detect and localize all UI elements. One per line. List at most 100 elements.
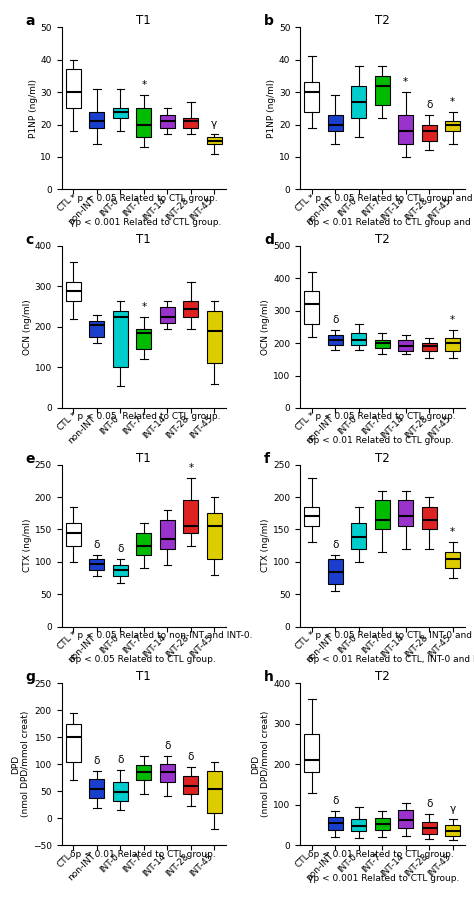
PathPatch shape <box>304 82 319 111</box>
Text: γp < 0.001 Related to CTL group.: γp < 0.001 Related to CTL group. <box>70 218 221 227</box>
Text: δ: δ <box>164 742 171 752</box>
PathPatch shape <box>207 138 222 144</box>
Text: δ: δ <box>94 540 100 550</box>
PathPatch shape <box>445 121 460 131</box>
PathPatch shape <box>183 500 199 533</box>
PathPatch shape <box>328 817 343 830</box>
PathPatch shape <box>160 115 175 128</box>
PathPatch shape <box>136 533 152 556</box>
PathPatch shape <box>351 86 366 118</box>
Text: δ: δ <box>332 315 338 325</box>
Text: * p < 0.05 Related to CTL group.: * p < 0.05 Related to CTL group. <box>308 413 456 422</box>
Text: *: * <box>450 315 456 325</box>
PathPatch shape <box>422 822 437 834</box>
Text: f: f <box>264 452 270 466</box>
Y-axis label: OCN (ng/ml): OCN (ng/ml) <box>23 299 32 354</box>
Text: δ: δ <box>117 544 124 554</box>
Text: g: g <box>26 670 36 684</box>
PathPatch shape <box>66 282 81 301</box>
PathPatch shape <box>207 311 222 363</box>
PathPatch shape <box>136 108 152 138</box>
Y-axis label: CTX (ng/ml): CTX (ng/ml) <box>261 519 270 572</box>
Text: *: * <box>450 97 456 107</box>
Text: δ: δ <box>117 755 124 764</box>
Y-axis label: OCN (ng/ml): OCN (ng/ml) <box>261 299 270 354</box>
PathPatch shape <box>374 500 390 529</box>
PathPatch shape <box>66 723 81 762</box>
Text: δ: δ <box>426 799 432 809</box>
PathPatch shape <box>89 321 104 337</box>
PathPatch shape <box>183 776 199 793</box>
Text: d: d <box>264 233 274 247</box>
Y-axis label: DPD
(nmol DPD/mmol creat): DPD (nmol DPD/mmol creat) <box>251 711 270 817</box>
PathPatch shape <box>374 76 390 105</box>
Title: T1: T1 <box>137 670 151 683</box>
PathPatch shape <box>328 558 343 585</box>
Text: δ: δ <box>188 752 194 763</box>
Text: *: * <box>403 77 408 87</box>
PathPatch shape <box>445 338 460 352</box>
PathPatch shape <box>207 771 222 813</box>
Text: b: b <box>264 15 274 28</box>
Text: γp < 0.001 Related to CTL group.: γp < 0.001 Related to CTL group. <box>308 874 460 883</box>
PathPatch shape <box>136 329 152 349</box>
Title: T2: T2 <box>375 15 390 27</box>
Text: δ: δ <box>332 796 338 806</box>
Title: T2: T2 <box>375 670 390 683</box>
Text: * p < 0.05 Related to non-INT and INT-0.: * p < 0.05 Related to non-INT and INT-0. <box>70 631 252 640</box>
Title: T2: T2 <box>375 233 390 246</box>
Text: δp < 0.01 Related to CTL group.: δp < 0.01 Related to CTL group. <box>308 436 454 445</box>
PathPatch shape <box>136 765 152 781</box>
Text: γ: γ <box>450 804 456 814</box>
PathPatch shape <box>113 782 128 801</box>
PathPatch shape <box>160 764 175 782</box>
PathPatch shape <box>66 69 81 108</box>
PathPatch shape <box>374 340 390 348</box>
PathPatch shape <box>89 111 104 128</box>
Text: * p < 0.05  Related to CTL group.: * p < 0.05 Related to CTL group. <box>70 413 220 422</box>
PathPatch shape <box>445 552 460 568</box>
Text: δp < 0.05 Related to CTL group.: δp < 0.05 Related to CTL group. <box>70 655 216 664</box>
PathPatch shape <box>351 333 366 344</box>
Text: a: a <box>26 15 35 28</box>
PathPatch shape <box>422 507 437 529</box>
Title: T1: T1 <box>137 15 151 27</box>
PathPatch shape <box>398 500 413 527</box>
Text: * p < 0.05 Related to CTL group and INT-7.: * p < 0.05 Related to CTL group and INT-… <box>308 194 474 203</box>
Text: h: h <box>264 670 274 684</box>
PathPatch shape <box>183 301 199 317</box>
Text: δp < 0.01 Related to CTL group.: δp < 0.01 Related to CTL group. <box>308 850 454 859</box>
Y-axis label: DPD
(nmol DPD/mmol creat): DPD (nmol DPD/mmol creat) <box>11 711 30 817</box>
PathPatch shape <box>183 118 199 128</box>
PathPatch shape <box>304 292 319 323</box>
PathPatch shape <box>89 558 104 569</box>
PathPatch shape <box>89 779 104 798</box>
PathPatch shape <box>113 565 128 576</box>
Text: δp < 0.01 Related to CTL group.: δp < 0.01 Related to CTL group. <box>70 850 216 859</box>
Title: T1: T1 <box>137 233 151 246</box>
PathPatch shape <box>398 810 413 828</box>
Text: δ: δ <box>94 756 100 766</box>
Text: δp < 0.01 Related to CTL, INT-0 and INT-14.: δp < 0.01 Related to CTL, INT-0 and INT-… <box>308 655 474 664</box>
Text: c: c <box>26 233 34 247</box>
PathPatch shape <box>374 818 390 830</box>
PathPatch shape <box>113 311 128 367</box>
PathPatch shape <box>328 335 343 344</box>
PathPatch shape <box>304 507 319 527</box>
Y-axis label: P1NP (ng/ml): P1NP (ng/ml) <box>267 79 276 138</box>
PathPatch shape <box>66 523 81 546</box>
Text: γ: γ <box>211 119 218 129</box>
Title: T1: T1 <box>137 452 151 465</box>
PathPatch shape <box>422 125 437 140</box>
Text: *: * <box>141 302 146 312</box>
PathPatch shape <box>398 340 413 352</box>
PathPatch shape <box>160 307 175 322</box>
Text: * p < 0.05 Related to CTL, INT-0 and INT-14.: * p < 0.05 Related to CTL, INT-0 and INT… <box>308 631 474 640</box>
Text: *: * <box>188 463 193 473</box>
PathPatch shape <box>160 519 175 548</box>
Text: δ: δ <box>426 100 432 110</box>
Text: e: e <box>26 452 35 466</box>
Text: *: * <box>450 527 456 537</box>
Text: δp < 0.01 Related to CTL group and INT-7.: δp < 0.01 Related to CTL group and INT-7… <box>308 218 474 227</box>
Text: δ: δ <box>332 540 338 550</box>
